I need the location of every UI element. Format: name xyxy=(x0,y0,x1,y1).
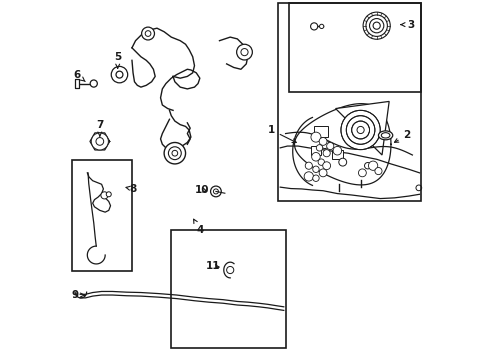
Circle shape xyxy=(322,162,330,170)
Polygon shape xyxy=(335,102,388,155)
Text: 1: 1 xyxy=(267,125,296,143)
Circle shape xyxy=(210,186,221,197)
Circle shape xyxy=(101,192,108,199)
Circle shape xyxy=(236,44,252,60)
Circle shape xyxy=(91,133,108,150)
Ellipse shape xyxy=(381,133,389,138)
Ellipse shape xyxy=(378,131,392,140)
Circle shape xyxy=(320,140,328,149)
Circle shape xyxy=(226,266,233,274)
Text: 2: 2 xyxy=(394,130,410,142)
Text: 5: 5 xyxy=(114,52,121,68)
Circle shape xyxy=(365,15,386,36)
Circle shape xyxy=(310,23,317,30)
Circle shape xyxy=(164,143,185,164)
Circle shape xyxy=(356,126,364,134)
Circle shape xyxy=(415,185,421,191)
Circle shape xyxy=(346,116,374,144)
Bar xyxy=(313,126,328,137)
Bar xyxy=(288,3,421,93)
Circle shape xyxy=(305,162,312,169)
Circle shape xyxy=(241,49,247,56)
Circle shape xyxy=(142,27,154,40)
Text: 10: 10 xyxy=(195,185,209,195)
Circle shape xyxy=(145,31,151,36)
Circle shape xyxy=(310,132,320,142)
Circle shape xyxy=(304,172,313,181)
Circle shape xyxy=(213,189,218,194)
Circle shape xyxy=(172,150,177,156)
Circle shape xyxy=(374,167,381,175)
Bar xyxy=(278,3,421,202)
Circle shape xyxy=(111,66,127,83)
Text: 7: 7 xyxy=(96,120,103,136)
Text: 8: 8 xyxy=(126,184,136,194)
Text: 4: 4 xyxy=(193,219,203,235)
Circle shape xyxy=(319,24,323,28)
Circle shape xyxy=(90,80,97,87)
Text: 11: 11 xyxy=(206,261,220,271)
Bar xyxy=(310,146,321,155)
Circle shape xyxy=(168,147,181,159)
Circle shape xyxy=(364,162,370,169)
Circle shape xyxy=(106,192,111,197)
Circle shape xyxy=(332,147,341,155)
Circle shape xyxy=(317,159,324,165)
Circle shape xyxy=(319,169,326,177)
Circle shape xyxy=(316,145,322,151)
Text: 9: 9 xyxy=(71,290,84,300)
Bar xyxy=(171,230,285,348)
Circle shape xyxy=(326,143,333,150)
Circle shape xyxy=(311,153,320,161)
Circle shape xyxy=(358,169,366,177)
Circle shape xyxy=(312,175,319,181)
Circle shape xyxy=(312,166,319,172)
Circle shape xyxy=(116,71,122,78)
Circle shape xyxy=(351,121,369,139)
Text: 3: 3 xyxy=(400,19,413,30)
Circle shape xyxy=(363,12,389,39)
Text: 6: 6 xyxy=(73,69,85,81)
Circle shape xyxy=(323,150,329,157)
Circle shape xyxy=(340,111,380,150)
Bar xyxy=(331,150,342,158)
Circle shape xyxy=(96,138,103,145)
Bar xyxy=(75,79,79,88)
Circle shape xyxy=(338,158,346,166)
Circle shape xyxy=(319,138,326,145)
Bar xyxy=(72,160,132,271)
Circle shape xyxy=(369,18,383,33)
Circle shape xyxy=(372,22,380,29)
Circle shape xyxy=(367,161,377,170)
